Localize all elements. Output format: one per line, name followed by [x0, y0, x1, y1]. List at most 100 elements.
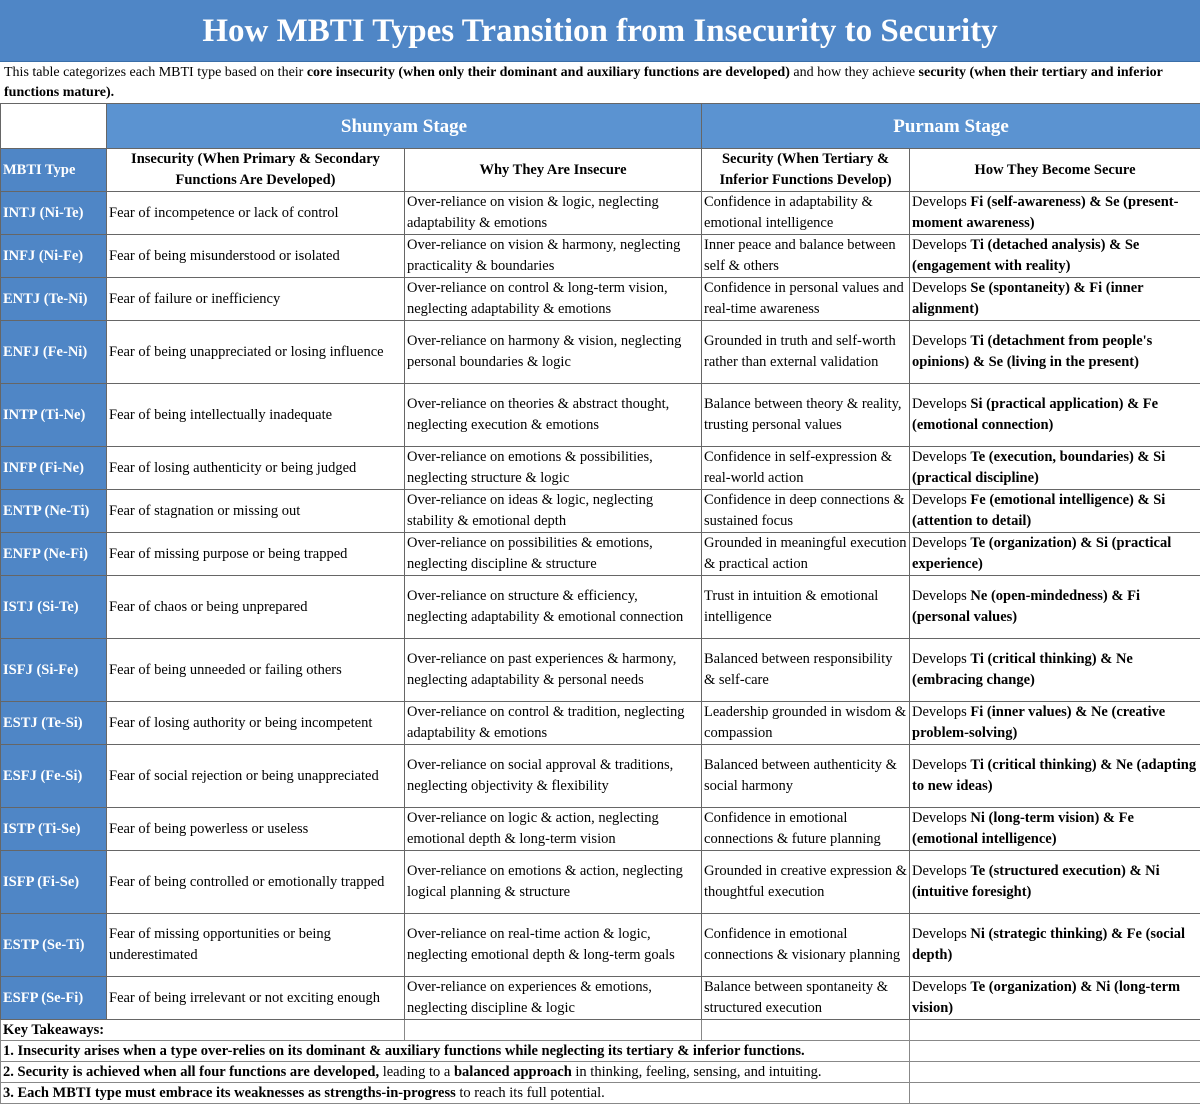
text-segment: Develops [912, 757, 970, 773]
insecurity-cell: Fear of being powerless or useless [107, 808, 405, 851]
text-segment: Develops [912, 237, 970, 253]
table-row: ESFJ (Fe-Si)Fear of social rejection or … [1, 745, 1200, 808]
takeaway-row: 3. Each MBTI type must embrace its weakn… [1, 1083, 1200, 1104]
why-insecure-cell: Over-reliance on structure & efficiency,… [405, 576, 702, 639]
mbti-type-cell: ENFP (Ne-Fi) [1, 533, 107, 576]
security-cell: Confidence in adaptability & emotional i… [702, 192, 910, 235]
text-segment: Develops [912, 396, 970, 412]
why-insecure-cell: Over-reliance on social approval & tradi… [405, 745, 702, 808]
security-cell: Grounded in meaningful execution & pract… [702, 533, 910, 576]
table-row: ESTJ (Te-Si)Fear of losing authority or … [1, 702, 1200, 745]
security-cell: Balance between theory & reality, trusti… [702, 384, 910, 447]
mbti-type-cell: ISTJ (Si-Te) [1, 576, 107, 639]
insecurity-cell: Fear of being intellectually inadequate [107, 384, 405, 447]
text-segment: Develops [912, 280, 970, 296]
page-title: How MBTI Types Transition from Insecurit… [0, 0, 1200, 62]
mbti-type-cell: INTP (Ti-Ne) [1, 384, 107, 447]
how-secure-cell: Develops Ti (detached analysis) & Se (en… [910, 235, 1200, 278]
security-cell: Grounded in truth and self-worth rather … [702, 321, 910, 384]
how-secure-cell: Develops Te (organization) & Ni (long-te… [910, 977, 1200, 1020]
text-segment: Develops [912, 810, 970, 826]
text-segment: Develops [912, 863, 970, 879]
table-row: INTJ (Ni-Te)Fear of incompetence or lack… [1, 192, 1200, 235]
text-segment: Develops [912, 535, 970, 551]
text-segment: to reach its full potential. [456, 1085, 605, 1101]
shunyam-stage-header: Shunyam Stage [107, 104, 702, 149]
why-insecure-cell: Over-reliance on experiences & emotions,… [405, 977, 702, 1020]
empty-cell [910, 1083, 1200, 1104]
text-segment: Develops [912, 588, 970, 604]
text-segment: and how they achieve [790, 65, 919, 80]
why-insecure-cell: Over-reliance on vision & logic, neglect… [405, 192, 702, 235]
text-segment: Develops [912, 926, 970, 942]
text-segment: all four functions are developed, [180, 1064, 379, 1080]
column-header-why: Why They Are Insecure [405, 149, 702, 192]
insecurity-cell: Fear of failure or inefficiency [107, 278, 405, 321]
insecurity-cell: Fear of being misunderstood or isolated [107, 235, 405, 278]
how-secure-cell: Develops Te (structured execution) & Ni … [910, 851, 1200, 914]
mbti-type-cell: INTJ (Ni-Te) [1, 192, 107, 235]
column-header-type: MBTI Type [1, 149, 107, 192]
insecurity-cell: Fear of social rejection or being unappr… [107, 745, 405, 808]
insecurity-cell: Fear of losing authenticity or being jud… [107, 447, 405, 490]
security-cell: Confidence in deep connections & sustain… [702, 490, 910, 533]
mbti-type-cell: ENTP (Ne-Ti) [1, 490, 107, 533]
why-insecure-cell: Over-reliance on real-time action & logi… [405, 914, 702, 977]
takeaways-heading-row: Key Takeaways: [1, 1020, 1200, 1041]
text-segment: Develops [912, 449, 970, 465]
table-row: ISTP (Ti-Se)Fear of being powerless or u… [1, 808, 1200, 851]
insecurity-cell: Fear of being unappreciated or losing in… [107, 321, 405, 384]
takeaway-2: 2. Security is achieved when all four fu… [1, 1062, 910, 1083]
how-secure-cell: Develops Ti (critical thinking) & Ne (em… [910, 639, 1200, 702]
empty-cell [702, 1020, 910, 1041]
security-cell: Grounded in creative expression & though… [702, 851, 910, 914]
table-row: ISFP (Fi-Se)Fear of being controlled or … [1, 851, 1200, 914]
why-insecure-cell: Over-reliance on harmony & vision, negle… [405, 321, 702, 384]
mbti-type-cell: ESFP (Se-Fi) [1, 977, 107, 1020]
takeaway-1: 1. Insecurity arises when a type over-re… [1, 1041, 910, 1062]
insecurity-cell: Fear of being irrelevant or not exciting… [107, 977, 405, 1020]
why-insecure-cell: Over-reliance on logic & action, neglect… [405, 808, 702, 851]
insecurity-cell: Fear of chaos or being unprepared [107, 576, 405, 639]
table-row: ENTJ (Te-Ni)Fear of failure or inefficie… [1, 278, 1200, 321]
takeaways-heading: Key Takeaways: [1, 1020, 405, 1041]
blank-corner-cell [1, 104, 107, 149]
table-row: INFP (Fi-Ne)Fear of losing authenticity … [1, 447, 1200, 490]
text-segment: tertiary & inferior functions. [626, 1043, 805, 1059]
purnam-stage-header: Purnam Stage [702, 104, 1200, 149]
security-cell: Balance between spontaneity & structured… [702, 977, 910, 1020]
mbti-type-cell: ISFJ (Si-Fe) [1, 639, 107, 702]
text-segment: 3. Each MBTI type must [3, 1085, 159, 1101]
security-cell: Confidence in emotional connections & vi… [702, 914, 910, 977]
security-cell: Balanced between authenticity & social h… [702, 745, 910, 808]
column-header-how: How They Become Secure [910, 149, 1200, 192]
table-row: ESFP (Se-Fi)Fear of being irrelevant or … [1, 977, 1200, 1020]
why-insecure-cell: Over-reliance on emotions & possibilitie… [405, 447, 702, 490]
text-segment: This table categorizes each MBTI type ba… [4, 65, 307, 80]
table-row: ENTP (Ne-Ti)Fear of stagnation or missin… [1, 490, 1200, 533]
empty-cell [910, 1041, 1200, 1062]
table-row: ENFJ (Fe-Ni)Fear of being unappreciated … [1, 321, 1200, 384]
why-insecure-cell: Over-reliance on control & tradition, ne… [405, 702, 702, 745]
how-secure-cell: Develops Fi (inner values) & Ne (creativ… [910, 702, 1200, 745]
text-segment: Develops [912, 704, 970, 720]
stage-header-row: Shunyam Stage Purnam Stage [1, 104, 1200, 149]
text-segment: Develops [912, 651, 970, 667]
how-secure-cell: Develops Te (execution, boundaries) & Si… [910, 447, 1200, 490]
text-segment: Develops [912, 194, 970, 210]
key-takeaways: Key Takeaways: 1. Insecurity arises when… [1, 1020, 1200, 1104]
security-cell: Trust in intuition & emotional intellige… [702, 576, 910, 639]
mbti-type-cell: INFJ (Ni-Fe) [1, 235, 107, 278]
mbti-table: Shunyam Stage Purnam Stage MBTI Type Ins… [0, 103, 1200, 1104]
table-row: ESTP (Se-Ti)Fear of missing opportunitie… [1, 914, 1200, 977]
mbti-type-cell: INFP (Fi-Ne) [1, 447, 107, 490]
empty-cell [910, 1020, 1200, 1041]
text-segment: 2. Security is achieved when [3, 1064, 180, 1080]
empty-cell [405, 1020, 702, 1041]
how-secure-cell: Develops Ti (detachment from people's op… [910, 321, 1200, 384]
mbti-type-cell: ESFJ (Fe-Si) [1, 745, 107, 808]
how-secure-cell: Develops Si (practical application) & Fe… [910, 384, 1200, 447]
mbti-type-cell: ESTP (Se-Ti) [1, 914, 107, 977]
text-segment: Develops [912, 333, 970, 349]
how-secure-cell: Develops Ti (critical thinking) & Ne (ad… [910, 745, 1200, 808]
